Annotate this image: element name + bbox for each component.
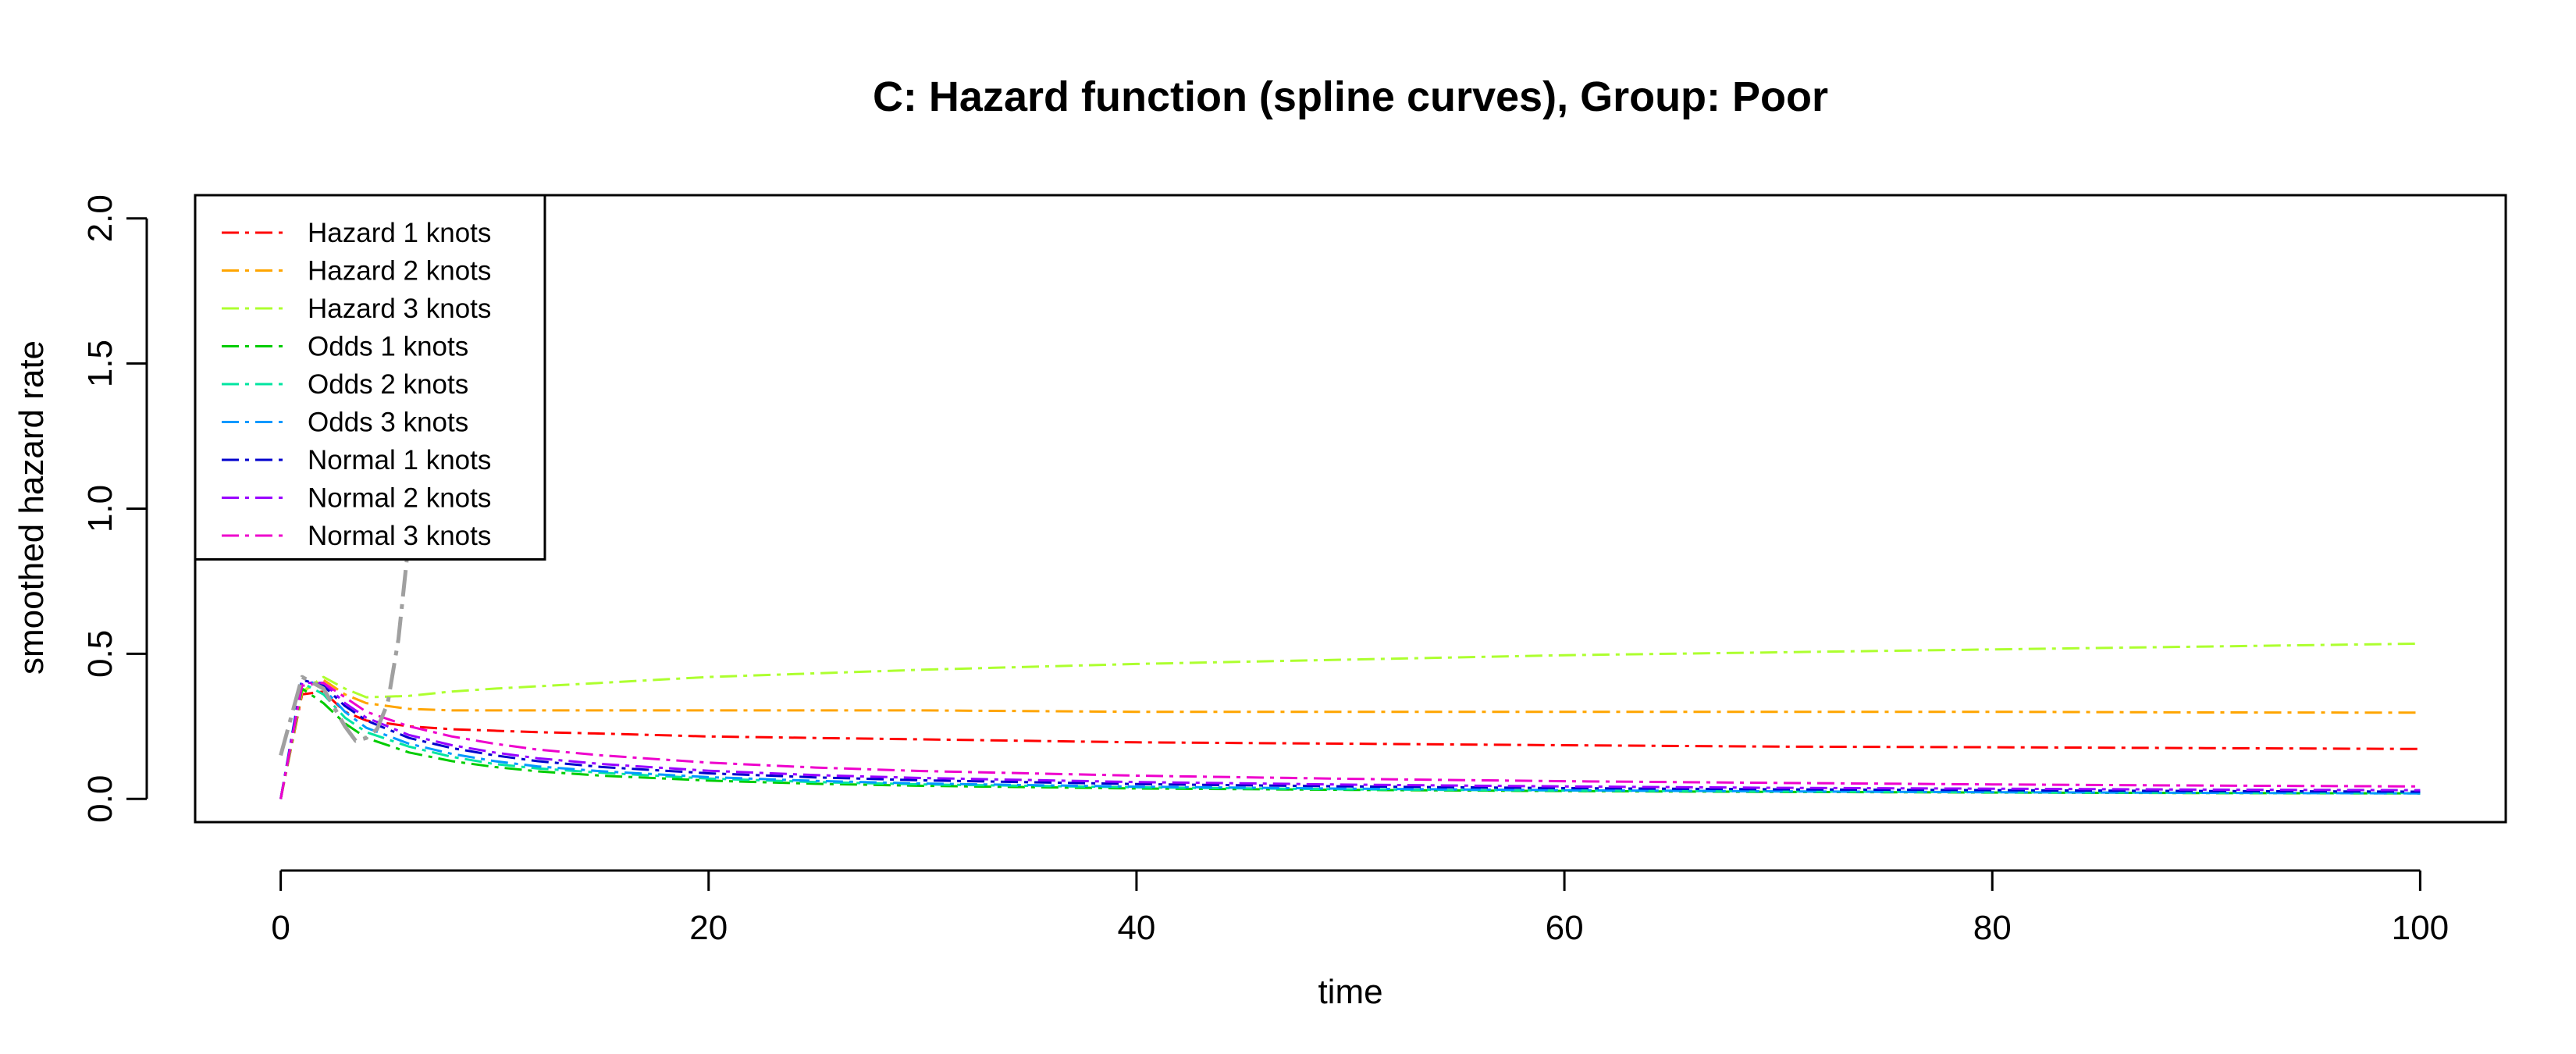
legend-label: Odds 2 knots — [308, 369, 468, 400]
series-group — [279, 276, 2421, 799]
x-tick-label: 80 — [1973, 909, 2012, 947]
axes-group: 0 20 40 60 80 100 0.0 0.5 1.0 1.5 2.0 — [81, 194, 2449, 947]
legend-box — [194, 194, 546, 561]
series-line-1 — [279, 690, 2421, 799]
legend-label: Odds 1 knots — [308, 332, 468, 362]
legend-label: Normal 1 knots — [308, 445, 491, 475]
x-tick-label: 20 — [689, 909, 728, 947]
chart-title: C: Hazard function (spline curves), Grou… — [873, 73, 1828, 120]
x-tick-label: 40 — [1117, 909, 1155, 947]
x-tick-label: 0 — [271, 909, 290, 947]
legend: Hazard 1 knots Hazard 2 knots Hazard 3 kno… — [194, 194, 546, 561]
x-axis-label: time — [1318, 973, 1382, 1011]
y-axis-label: smoothed hazard rate — [12, 340, 51, 675]
legend-label: Hazard 3 knots — [308, 294, 491, 324]
series-line-5 — [279, 682, 2421, 799]
y-tick-label: 0.0 — [81, 775, 119, 823]
x-tick-label: 100 — [2392, 909, 2449, 947]
x-tick-label: 60 — [1546, 909, 1584, 947]
y-tick-label: 2.0 — [81, 194, 119, 242]
series-line-4 — [279, 687, 2421, 799]
y-tick-label: 1.5 — [81, 340, 119, 387]
series-line-3 — [279, 642, 2421, 799]
series-line-2 — [279, 678, 2421, 799]
legend-label: Hazard 2 knots — [308, 256, 491, 287]
series-line-7 — [279, 678, 2421, 799]
series-line-8 — [279, 682, 2421, 799]
legend-label: Hazard 1 knots — [308, 218, 491, 248]
y-tick-label: 0.5 — [81, 630, 119, 678]
legend-label: Normal 2 knots — [308, 483, 491, 514]
legend-label: Odds 3 knots — [308, 408, 468, 438]
y-tick-label: 1.0 — [81, 485, 119, 532]
series-line-6 — [279, 675, 2421, 799]
series-line-9 — [279, 682, 2421, 799]
legend-label: Normal 3 knots — [308, 521, 491, 551]
